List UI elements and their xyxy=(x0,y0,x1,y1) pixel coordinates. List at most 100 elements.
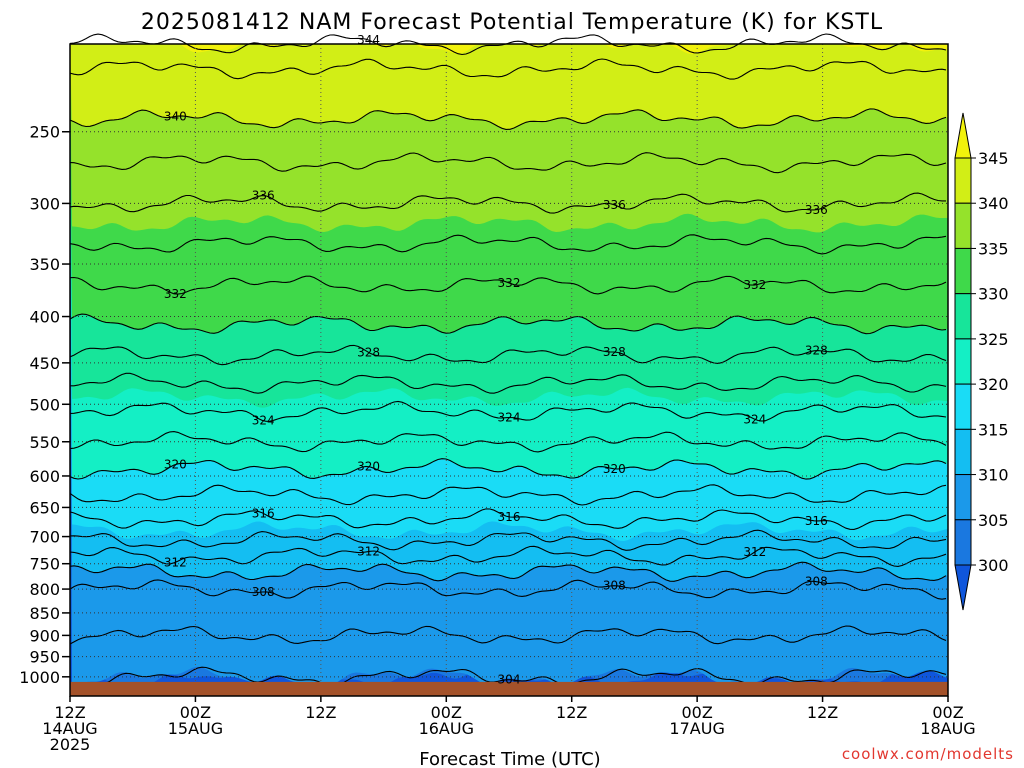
credit-text: coolwx.com/modelts xyxy=(842,745,1014,763)
contour-lines xyxy=(69,33,947,688)
contour-line-310 xyxy=(69,561,947,582)
x-tick-label: 12Z xyxy=(305,703,336,722)
contour-label-text: 324 xyxy=(252,414,275,428)
contour-label-text: 328 xyxy=(603,345,626,359)
contour-label-text: 324 xyxy=(743,412,766,426)
contour-label-308: 308 xyxy=(252,585,275,599)
contour-label-336: 336 xyxy=(252,189,275,203)
contour-label-324: 324 xyxy=(252,414,275,428)
contour-line-340 xyxy=(69,108,947,130)
x-tick-label: 00Z xyxy=(431,703,462,722)
contour-label-text: 308 xyxy=(603,579,626,593)
x-tick-label: 00Z xyxy=(180,703,211,722)
contour-label-text: 344 xyxy=(357,33,380,47)
colorbar-segment xyxy=(954,338,972,385)
contour-label-308: 308 xyxy=(603,579,626,593)
x-tick-label: 12Z xyxy=(807,703,838,722)
contour-label-text: 320 xyxy=(357,460,380,474)
surface-bar xyxy=(70,681,948,696)
colorbar-label: 345 xyxy=(978,149,1009,168)
chart-title: 2025081412 NAM Forecast Potential Temper… xyxy=(141,10,883,35)
contour-label-text: 316 xyxy=(805,514,828,528)
contour-label-320: 320 xyxy=(603,462,626,476)
contour-line-336 xyxy=(69,192,946,214)
colorbar-label: 300 xyxy=(978,556,1009,575)
colorbar-segment xyxy=(954,383,972,430)
contour-label-332: 332 xyxy=(743,278,766,292)
fill-band-345 xyxy=(70,44,948,55)
y-tick-label: 650 xyxy=(29,498,60,517)
y-tick-label: 700 xyxy=(29,528,60,547)
fill-band-340 xyxy=(70,44,948,130)
contour-label-328: 328 xyxy=(357,345,380,359)
x-tick-label: 00Z xyxy=(681,703,712,722)
colorbar-segment xyxy=(954,519,972,566)
contour-label-text: 312 xyxy=(743,545,766,559)
contour-label-text: 320 xyxy=(603,462,626,476)
colorbar-label: 315 xyxy=(978,420,1009,439)
contour-label-320: 320 xyxy=(357,460,380,474)
y-tick-label: 450 xyxy=(29,354,60,373)
contour-label-316: 316 xyxy=(498,510,521,524)
x-tick-label: 15AUG xyxy=(168,719,223,738)
contour-label-text: 328 xyxy=(357,345,380,359)
colorbar: 345 340 335 330 325 320 315 310 305 300 xyxy=(954,112,1009,611)
x-tick-label: 14AUG xyxy=(42,719,97,738)
colorbar-segment xyxy=(954,428,972,476)
y-tick-label: 400 xyxy=(29,308,60,327)
contour-label-text: 308 xyxy=(252,585,275,599)
contour-label-328: 328 xyxy=(805,344,828,358)
y-tick-label: 500 xyxy=(29,395,60,414)
contour-label-328: 328 xyxy=(603,345,626,359)
colorbar-bottom-arrow xyxy=(954,564,972,611)
contour-label-text: 336 xyxy=(603,198,626,212)
contour-line-334 xyxy=(69,234,947,255)
contour-line-332 xyxy=(69,275,947,295)
y-tick-label: 800 xyxy=(29,580,60,599)
contour-label-text: 312 xyxy=(164,555,187,569)
contour-label-text: 316 xyxy=(252,506,275,520)
contour-labels: 340 344 336 336 336 332 332 332 328 328 328 324 324 3… xyxy=(164,33,828,687)
y-axis-ticks: 250 300 350 400 450 500 550 600 650 700 750 800 850 9… xyxy=(19,123,70,687)
contour-label-312: 312 xyxy=(743,545,766,559)
contour-line-322 xyxy=(69,431,947,453)
colorbar-label: 330 xyxy=(978,285,1009,304)
contour-line-308 xyxy=(69,579,947,600)
contour-line-326 xyxy=(70,372,947,394)
y-tick-label: 300 xyxy=(29,194,60,213)
y-tick-label: 550 xyxy=(29,433,60,452)
colorbar-top-arrow xyxy=(954,112,972,159)
y-tick-label: 1000 xyxy=(19,668,60,687)
x-tick-label: 12Z xyxy=(54,703,85,722)
contour-label-text: 332 xyxy=(743,278,766,292)
contour-line-342 xyxy=(69,58,947,80)
contour-line-306 xyxy=(69,625,947,645)
contour-line-328 xyxy=(69,344,947,366)
contour-line-312 xyxy=(69,545,947,567)
contour-label-text: 328 xyxy=(805,344,828,358)
contour-label-text: 308 xyxy=(805,575,828,589)
contour-label-316: 316 xyxy=(805,514,828,528)
contour-label-340: 340 xyxy=(164,109,187,123)
y-tick-label: 600 xyxy=(29,467,60,486)
contour-label-344: 344 xyxy=(357,33,380,47)
y-tick-label: 250 xyxy=(29,123,60,142)
colorbar-segment xyxy=(954,474,972,521)
x-axis-label: Forecast Time (UTC) xyxy=(419,749,600,768)
contour-label-text: 304 xyxy=(498,673,521,687)
contour-label-332: 332 xyxy=(498,276,521,290)
colorbar-segment xyxy=(954,293,972,340)
colorbar-segment xyxy=(954,202,972,249)
plot-frame xyxy=(69,43,949,697)
x-tick-label: 18AUG xyxy=(920,719,975,738)
y-tick-label: 850 xyxy=(29,604,60,623)
grid-lines xyxy=(70,44,948,696)
y-tick-label: 750 xyxy=(29,555,60,574)
contour-label-308: 308 xyxy=(805,575,828,589)
colorbar-label: 340 xyxy=(978,194,1009,213)
contour-label-text: 332 xyxy=(498,276,521,290)
colorbar-segment xyxy=(954,247,972,295)
colorbar-label: 310 xyxy=(978,466,1009,485)
